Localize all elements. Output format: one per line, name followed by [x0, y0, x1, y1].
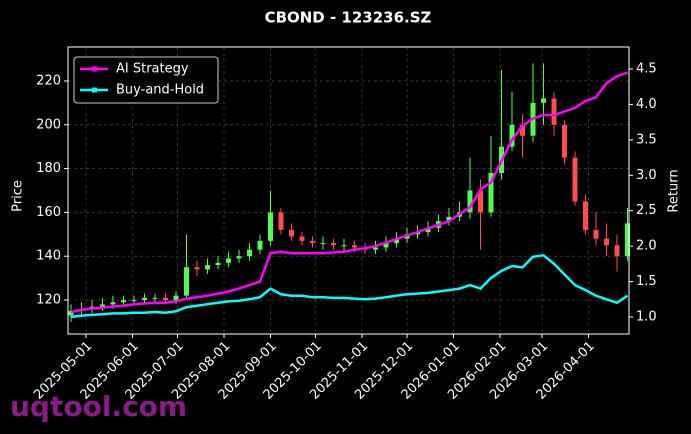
y-tick-label: 200: [36, 117, 61, 132]
candle-body: [257, 240, 263, 250]
y-tick-label: 120: [36, 293, 61, 308]
candle-body: [184, 267, 189, 296]
candle-body: [215, 262, 221, 265]
candle-body: [509, 124, 515, 147]
candle-body: [268, 212, 273, 241]
watermark: uqtool.com: [10, 390, 187, 423]
y2-tick-label: 2.0: [636, 239, 657, 254]
y-tick-label: 180: [36, 161, 61, 176]
candle-body: [110, 302, 116, 305]
y2-tick-label: 3.5: [636, 132, 657, 147]
candle-body: [446, 216, 452, 222]
return-line: [70, 71, 628, 314]
legend-label: AI Strategy: [116, 62, 189, 77]
candle-body: [394, 238, 399, 244]
legend-box: [73, 56, 219, 104]
y-axis-label: Price: [11, 180, 26, 212]
candle-body: [299, 236, 305, 241]
y2-tick-label: 2.5: [636, 203, 657, 218]
chart-title: CBOND - 123236.SZ: [265, 9, 432, 27]
candle-body: [247, 249, 252, 257]
candle-body: [163, 297, 168, 301]
candle-body: [68, 310, 74, 316]
candle-body: [236, 256, 242, 259]
y-tick-label: 160: [36, 205, 61, 220]
candle-body: [541, 98, 546, 103]
candle-body: [142, 297, 147, 301]
candle-body: [100, 304, 105, 307]
candle-body: [278, 212, 284, 230]
candle-body: [593, 229, 599, 239]
candle-body: [604, 238, 609, 246]
y-tick-label: 140: [36, 249, 61, 264]
y2-tick-label: 4.5: [636, 61, 657, 76]
candle-body: [121, 300, 126, 303]
plot-frame: [67, 46, 630, 335]
candle-body: [373, 247, 378, 250]
y2-tick-label: 1.5: [636, 274, 657, 289]
candle-body: [383, 243, 389, 248]
candle-body: [152, 297, 158, 299]
candle-body: [226, 258, 231, 263]
y-tick-label: 220: [36, 73, 61, 88]
candle-body: [625, 223, 630, 257]
candle-body: [194, 267, 200, 270]
legend-marker: [92, 87, 97, 93]
candle-body: [352, 245, 357, 248]
candle-body: [467, 190, 473, 213]
candle-body: [331, 243, 336, 246]
y2-axis-label: Return: [667, 169, 682, 212]
return-line: [70, 253, 629, 319]
candle-body: [289, 229, 294, 237]
y2-tick-label: 1.0: [636, 309, 657, 324]
y2-tick-label: 4.0: [636, 97, 657, 112]
candle-body: [173, 295, 179, 301]
y2-tick-label: 3.0: [636, 168, 657, 183]
candle-body: [478, 190, 483, 213]
candle-body: [341, 245, 347, 247]
candle-body: [310, 240, 315, 244]
candle-body: [205, 264, 210, 270]
legend-label: Buy-and-Hold: [116, 83, 204, 98]
candle-body: [320, 243, 326, 245]
legend-marker: [92, 66, 97, 72]
candle-body: [131, 300, 137, 302]
candle-body: [572, 157, 578, 202]
candle-body: [583, 201, 588, 230]
candle-body: [425, 227, 431, 233]
candle-body: [520, 124, 525, 136]
candle-body: [562, 124, 567, 158]
candle-body: [488, 172, 494, 213]
candle-body: [614, 245, 620, 257]
candle-body: [551, 98, 557, 125]
